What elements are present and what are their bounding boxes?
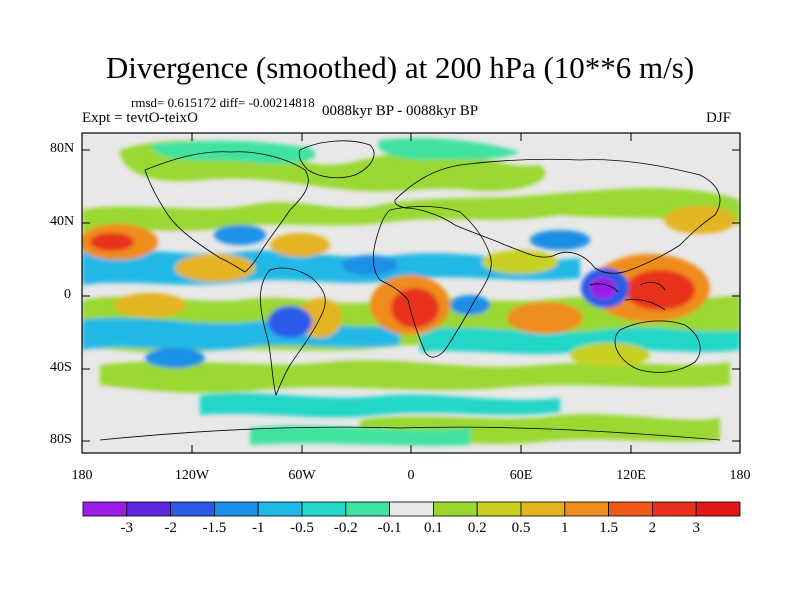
maritime-continent-outline bbox=[589, 281, 666, 311]
colorbar-label: 1.5 bbox=[599, 520, 618, 536]
lat-label: 40N bbox=[50, 214, 75, 229]
colorbar-swatch bbox=[170, 501, 215, 517]
lat-label: 40S bbox=[50, 360, 72, 375]
colorbar-label: 0.1 bbox=[424, 520, 443, 536]
colorbar-swatch bbox=[301, 501, 347, 517]
colorbar-label: 3 bbox=[692, 520, 700, 536]
lon-label: 60W bbox=[288, 468, 316, 483]
africa-outline bbox=[372, 206, 492, 358]
plot-title: Divergence (smoothed) at 200 hPa (10**6 … bbox=[105, 50, 695, 85]
colorbar-swatch bbox=[520, 501, 566, 517]
colorbar-label: -1.5 bbox=[202, 520, 227, 536]
stats-line: rmsd= 0.615172 diff= -0.00214818 bbox=[131, 95, 315, 110]
lat-label: 80S bbox=[50, 432, 72, 447]
colorbar-label: -0.5 bbox=[290, 520, 314, 536]
lon-label: 60E bbox=[509, 468, 533, 483]
lat-label: 0 bbox=[64, 287, 71, 302]
colorbar-label: 1 bbox=[561, 520, 569, 536]
colorbar-label: -0.2 bbox=[333, 520, 358, 536]
colorbar-swatch bbox=[432, 501, 478, 517]
lon-label: 120W bbox=[174, 468, 210, 483]
period-label: 0088kyr BP - 0088kyr BP bbox=[322, 103, 479, 119]
colorbar-swatch bbox=[126, 501, 172, 517]
south-america-outline bbox=[260, 267, 326, 397]
greenland-outline bbox=[298, 140, 375, 179]
divergence-field bbox=[82, 138, 740, 446]
colorbar-swatch bbox=[476, 501, 522, 517]
colorbar-swatch bbox=[389, 501, 434, 517]
lon-label: 180 bbox=[71, 468, 93, 483]
colorbar-label: -0.1 bbox=[377, 520, 402, 536]
eurasia-outline bbox=[394, 158, 721, 274]
australia-outline bbox=[614, 320, 701, 373]
north-america-outline bbox=[144, 151, 309, 273]
axis-ticks bbox=[81, 133, 741, 453]
colorbar-swatch bbox=[652, 501, 697, 517]
lon-label: 180 bbox=[729, 468, 751, 483]
antarctica-outline bbox=[99, 426, 721, 441]
colorbar-label: 0.5 bbox=[511, 520, 531, 536]
colorbar-swatch bbox=[213, 501, 259, 517]
colorbar-swatch bbox=[345, 501, 390, 517]
divergence-map bbox=[81, 132, 741, 454]
colorbar-label: 2 bbox=[648, 520, 657, 536]
colorbar-label: -3 bbox=[120, 520, 134, 536]
colorbar-label: 0.2 bbox=[467, 520, 487, 536]
colorbar-swatch bbox=[257, 501, 303, 517]
lon-label: 0 bbox=[407, 468, 415, 483]
experiment-label: Expt = tevtO-teixO bbox=[82, 110, 198, 126]
colorbar-label: -1 bbox=[251, 520, 265, 536]
colorbar-swatch bbox=[695, 501, 741, 517]
lon-label: 120E bbox=[616, 468, 646, 483]
coastlines bbox=[99, 140, 721, 441]
colorbar-swatch bbox=[608, 501, 653, 517]
season-label: DJF bbox=[706, 110, 732, 126]
colorbar-label: -2 bbox=[164, 520, 177, 536]
colorbar-swatch bbox=[82, 501, 128, 517]
lat-label: 80N bbox=[50, 141, 75, 156]
colorbar-swatch bbox=[564, 501, 609, 517]
